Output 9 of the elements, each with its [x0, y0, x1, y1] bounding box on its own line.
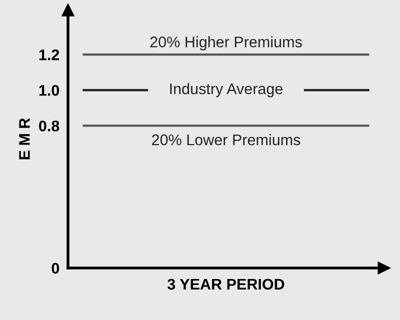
x-axis-title: 3 YEAR PERIOD [167, 278, 284, 290]
series-label: Industry Average [170, 83, 283, 98]
series-label: 20% Lower Premiums [152, 134, 300, 146]
y-axis-title: E M R [19, 118, 30, 160]
y-tick-label: 0 [52, 262, 60, 274]
series-label: 20% Higher Premiums [150, 36, 302, 50]
y-tick-label: 0.8 [39, 120, 60, 132]
y-tick-label: 1.0 [39, 84, 60, 96]
y-tick-label: 1.2 [39, 49, 60, 60]
